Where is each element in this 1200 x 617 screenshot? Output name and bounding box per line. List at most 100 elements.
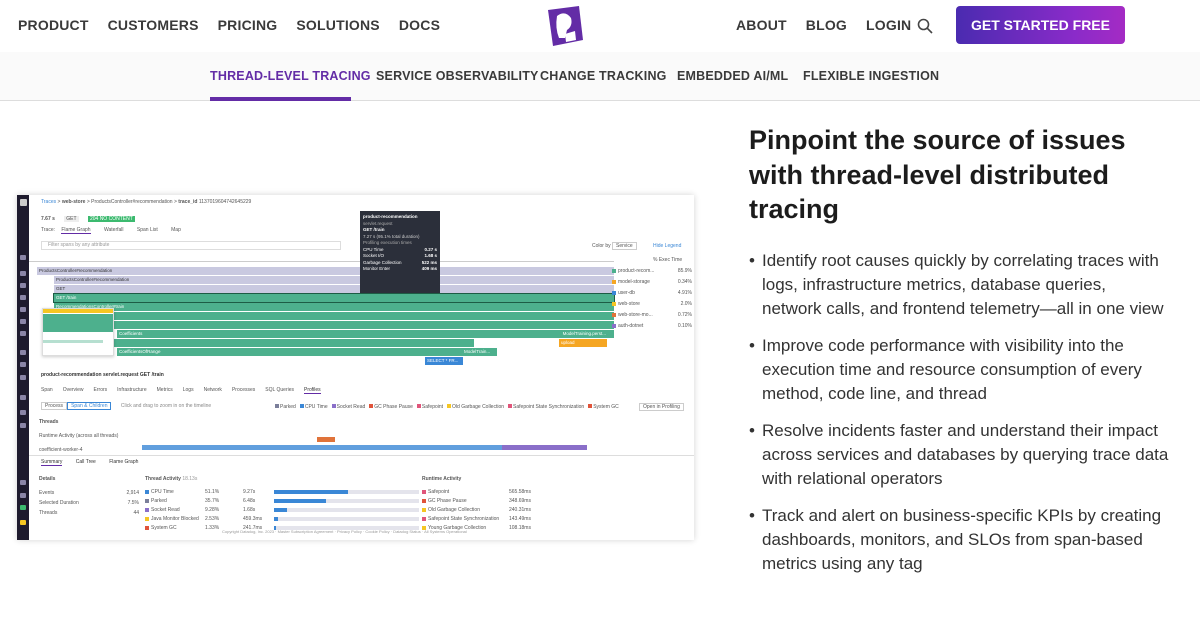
- exec-time-sort[interactable]: % Exec Time: [653, 257, 683, 263]
- legend-service: model-storage: [618, 278, 650, 285]
- legend-item[interactable]: web-store-mo... 0.72%: [612, 309, 692, 320]
- color-by-select[interactable]: Service: [612, 242, 637, 250]
- tooltip-row: Socket I/O 1.68 s: [363, 253, 437, 258]
- breadcrumb-traces[interactable]: Traces: [41, 199, 57, 205]
- span-filter-input[interactable]: Filter spans by any attribute: [41, 241, 341, 250]
- legend-item[interactable]: model-storage 0.34%: [612, 276, 692, 287]
- flame-minimap[interactable]: [42, 308, 114, 356]
- legend-swatch: [612, 301, 616, 306]
- datadog-logo[interactable]: [545, 4, 585, 48]
- span-bar[interactable]: SELECT * FR...: [425, 357, 463, 365]
- span-bar[interactable]: Coefficients: [117, 330, 557, 338]
- tab-summary[interactable]: Summary: [41, 459, 63, 466]
- color-by-control[interactable]: Color by Service: [592, 242, 637, 250]
- legend-item[interactable]: product-recom... 85.9%: [612, 265, 692, 276]
- runtime-gc-burst[interactable]: [317, 437, 335, 442]
- get-started-free-button[interactable]: GET STARTED FREE: [956, 6, 1125, 44]
- hide-legend-link[interactable]: Hide Legend: [653, 243, 682, 249]
- activity-swatch: [145, 499, 149, 503]
- tab-service-observability[interactable]: SERVICE OBSERVABILITY: [376, 69, 539, 83]
- legend-percent: 0.34%: [677, 278, 692, 285]
- runtime-swatch: [422, 508, 426, 512]
- legend-swatch: [447, 404, 452, 408]
- legend-service: web-store-mo...: [618, 311, 653, 318]
- activity-name: Java Monitor Blocked: [151, 516, 199, 522]
- trace-duration: 7.67 s: [41, 216, 55, 222]
- span-tab[interactable]: Metrics: [156, 387, 173, 393]
- tooltip-operation: servlet.request: [363, 220, 393, 226]
- span-bar[interactable]: [54, 339, 474, 347]
- runtime-swatch: [422, 490, 426, 494]
- tab-embedded-ai-ml[interactable]: EMBEDDED AI/ML: [677, 69, 789, 83]
- nav-product[interactable]: PRODUCT: [18, 17, 89, 33]
- thread-timeline-cpu[interactable]: [142, 445, 502, 450]
- nav-login[interactable]: LOGIN: [866, 17, 912, 33]
- span-bar[interactable]: CoefficientsOfRange: [117, 348, 474, 356]
- profile-legend-item: Safepoint State Synchronization: [508, 404, 584, 410]
- thread-row[interactable]: coefficient-worker-4: [39, 447, 83, 453]
- nav-about[interactable]: ABOUT: [736, 17, 787, 33]
- activity-bar: [274, 499, 419, 503]
- breadcrumb-service[interactable]: web-store: [61, 199, 86, 205]
- span-tab[interactable]: SQL Queries: [265, 387, 294, 393]
- activity-percent: 9.28%: [205, 507, 220, 513]
- activity-bar-fill: [274, 508, 288, 512]
- runtime-swatch: [422, 517, 426, 521]
- nav-solutions[interactable]: SOLUTIONS: [296, 17, 380, 33]
- tab-flame-graph[interactable]: Flame Graph: [61, 227, 91, 234]
- runtime-swatch: [422, 499, 426, 503]
- legend-service: user-db: [618, 289, 635, 296]
- tab-call-tree[interactable]: Call Tree: [75, 459, 96, 465]
- legend-item[interactable]: user-db 4.91%: [612, 287, 692, 298]
- threads-label: Threads: [39, 419, 59, 425]
- span-bar[interactable]: ModelTraining.perst...: [557, 330, 614, 338]
- tab-map[interactable]: Map: [171, 227, 181, 233]
- nav-customers[interactable]: CUSTOMERS: [107, 17, 199, 33]
- span-bar[interactable]: GET: [54, 285, 614, 293]
- process-toggle[interactable]: Process: [41, 402, 68, 410]
- span-tab[interactable]: Logs: [182, 387, 194, 393]
- runtime-activity-row[interactable]: Runtime Activity (across all threads): [39, 433, 119, 439]
- span-tab[interactable]: Network: [203, 387, 222, 393]
- runtime-name: Young Garbage Collection: [428, 525, 487, 531]
- span-bar[interactable]: [54, 321, 614, 329]
- profile-scope-toggle[interactable]: Process Span & Children Click and drag to…: [41, 402, 211, 410]
- tab-span-list[interactable]: Span List: [136, 227, 158, 233]
- search-icon[interactable]: [917, 18, 933, 34]
- open-in-profiling-button[interactable]: Open in Profiling: [639, 403, 684, 411]
- profile-legend-item: Socket Read: [331, 404, 365, 410]
- nav-docs[interactable]: DOCS: [398, 17, 441, 33]
- runtime-activity-title: Runtime Activity: [422, 476, 462, 482]
- span-children-toggle[interactable]: Span & Children: [67, 402, 112, 410]
- span-bar[interactable]: ProductsController#recommendation: [37, 267, 614, 275]
- span-bar[interactable]: ProductsController#recommendation: [54, 276, 614, 284]
- runtime-name: GC Phase Pause: [428, 498, 467, 504]
- span-tab[interactable]: Infrastructure: [117, 387, 147, 393]
- span-bar[interactable]: RecommendationsController#train: [54, 303, 614, 311]
- tab-change-tracking[interactable]: CHANGE TRACKING: [540, 69, 667, 83]
- span-tab[interactable]: Profiles: [304, 387, 321, 394]
- profile-legend-item: CPU Time: [299, 404, 328, 410]
- span-bar[interactable]: GET /train: [53, 293, 615, 303]
- span-bar[interactable]: upload: [559, 339, 607, 347]
- span-tab[interactable]: Processes: [231, 387, 256, 393]
- activity-time: 1.68s: [243, 507, 256, 513]
- tooltip-section: Profiling execution times: [363, 240, 412, 245]
- profile-legend-item: Safepoint: [416, 404, 443, 410]
- span-tab[interactable]: Errors: [93, 387, 108, 393]
- legend-percent: 0.72%: [677, 311, 692, 318]
- nav-blog[interactable]: BLOG: [805, 17, 848, 33]
- trace-summary: 7.67 s GET 204 NO CONTENT: [41, 216, 135, 222]
- legend-item[interactable]: auth-dotnet 0.10%: [612, 320, 692, 331]
- tab-flame-graph-bottom[interactable]: Flame Graph: [109, 459, 139, 465]
- span-bar[interactable]: [54, 312, 614, 320]
- tab-flexible-ingestion[interactable]: FLEXIBLE INGESTION: [803, 69, 940, 83]
- tab-waterfall[interactable]: Waterfall: [103, 227, 124, 233]
- span-tab[interactable]: Overview: [62, 387, 84, 393]
- legend-item[interactable]: web-store 2.0%: [612, 298, 692, 309]
- span-bar[interactable]: ModelTrain...: [462, 348, 497, 356]
- nav-pricing[interactable]: PRICING: [217, 17, 278, 33]
- tab-thread-level-tracing[interactable]: THREAD-LEVEL TRACING: [210, 69, 371, 83]
- legend-swatch: [612, 312, 616, 317]
- thread-timeline-socket[interactable]: [502, 445, 587, 450]
